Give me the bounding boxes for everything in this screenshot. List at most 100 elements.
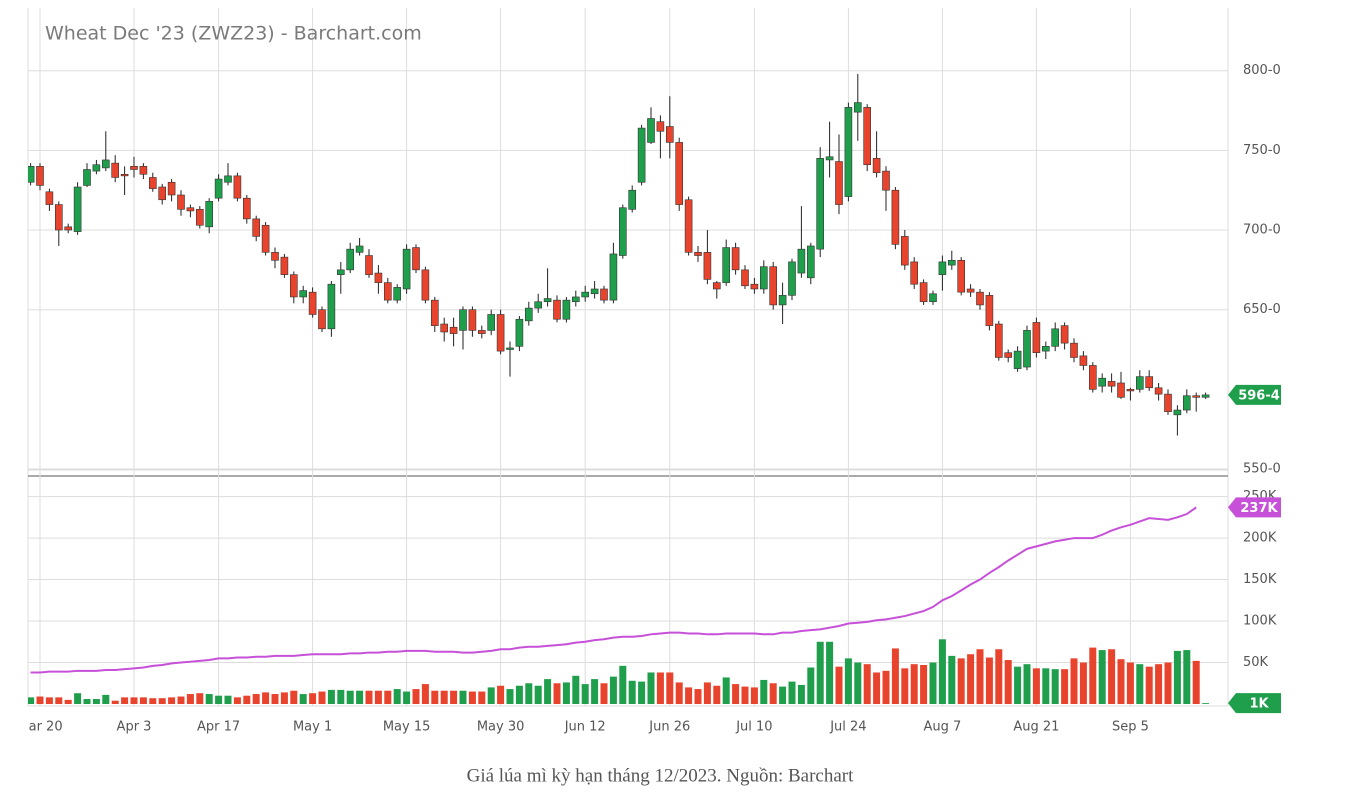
candle-body — [421, 269, 430, 301]
volume-bar — [487, 687, 495, 704]
volume-bar — [581, 684, 589, 704]
candle-body — [694, 252, 702, 256]
volume-bar — [1042, 668, 1050, 704]
volume-bar — [356, 690, 364, 704]
volume-bar — [55, 697, 63, 704]
candle-body — [637, 127, 646, 183]
candle-body — [393, 287, 402, 301]
candle-body — [1079, 355, 1088, 366]
volume-bar — [562, 682, 570, 704]
candle-body — [769, 266, 778, 306]
volume-bar — [64, 699, 72, 704]
volume-bar — [1117, 659, 1125, 704]
x-tick-label: May 30 — [477, 720, 525, 735]
volume-bar — [233, 697, 241, 704]
candle-body — [1042, 346, 1050, 352]
volume-bar — [1004, 660, 1012, 704]
candle-body — [590, 288, 599, 295]
candle-body — [562, 299, 571, 320]
volume-bar — [280, 692, 288, 704]
volume-bar — [205, 694, 213, 704]
candle-body — [1173, 409, 1182, 416]
candle-body — [459, 309, 467, 331]
candle-body — [985, 295, 994, 326]
candle-body — [741, 269, 749, 287]
y-tick-label: 750-0 — [1243, 143, 1281, 158]
volume-bar — [1183, 650, 1191, 704]
candle-body — [36, 166, 44, 186]
volume-bar — [544, 679, 552, 704]
candle-body — [158, 186, 166, 201]
y-tick-label: 100K — [1243, 614, 1277, 629]
x-tick-label: May 1 — [293, 720, 332, 735]
candle-body — [487, 314, 496, 331]
candle-body — [449, 326, 458, 334]
grid — [28, 8, 1228, 706]
volume-bar — [779, 686, 787, 704]
volume-bar — [139, 697, 147, 704]
volume-bar — [797, 684, 805, 704]
candle-body — [1145, 376, 1153, 389]
volume-bar — [920, 665, 928, 704]
open-interest-label: 237K — [1240, 501, 1278, 516]
volume-bar — [854, 662, 862, 704]
candle-body — [430, 299, 439, 326]
candle-body — [600, 288, 608, 301]
candle-body — [365, 255, 373, 275]
volume-bar — [788, 681, 796, 704]
candle-body — [524, 307, 533, 322]
candle-body — [553, 299, 561, 320]
volume-bar — [675, 682, 683, 704]
volume-bar — [1155, 664, 1163, 704]
volume-bar — [74, 693, 82, 704]
volume-bar — [1164, 662, 1172, 704]
candle-body — [289, 274, 298, 298]
candle-body — [929, 293, 937, 303]
candle-body — [919, 282, 928, 303]
volume-bar — [374, 690, 382, 704]
volume-bar — [327, 689, 335, 704]
volume-bar — [1014, 666, 1022, 704]
candle-body — [900, 236, 909, 266]
volume-bar — [985, 657, 993, 704]
x-tick-label: Apr 17 — [197, 720, 240, 735]
candle-body — [1164, 393, 1172, 412]
volume-bar — [309, 693, 317, 704]
candle-body — [1098, 377, 1106, 387]
candle-body — [196, 209, 204, 226]
volume-bar — [1061, 669, 1069, 704]
volume-bar — [393, 689, 401, 704]
candle-body — [327, 283, 336, 330]
candle-body — [54, 204, 63, 231]
volume-bar — [685, 687, 693, 704]
volume-bar — [1079, 662, 1087, 704]
candle-body — [722, 247, 731, 283]
candle-body — [224, 175, 232, 183]
candle-body — [788, 261, 796, 296]
candle-body — [280, 256, 289, 275]
volume-bar — [863, 664, 871, 704]
candle-body — [1060, 325, 1069, 344]
candle-body — [778, 295, 787, 306]
open-interest-line — [30, 506, 1197, 674]
x-tick-label: Mar 20 — [17, 720, 62, 735]
volume-bar — [600, 683, 608, 704]
candle-body — [1004, 352, 1013, 358]
candle-body — [684, 199, 693, 253]
volume-label: 1K — [1249, 697, 1269, 712]
y-tick-label: 800-0 — [1243, 63, 1281, 78]
candle-body — [139, 166, 148, 175]
volume-bar — [440, 690, 448, 704]
candle-body — [1070, 342, 1078, 358]
y-tick-label: 150K — [1243, 572, 1277, 587]
volume-bar — [638, 681, 646, 704]
y-tick-label: 200K — [1243, 531, 1277, 546]
volume-bar — [769, 683, 777, 704]
volume-bar — [1023, 664, 1031, 704]
candle-body — [346, 248, 355, 271]
candle-body — [712, 282, 721, 290]
plot-area: Mar 20 Apr 3 Apr 17 May 1 May 15 May 30 Jun 12… — [17, 73, 1210, 735]
candle-body — [1013, 350, 1022, 369]
candle-body — [28, 166, 35, 183]
candle-body — [882, 170, 890, 191]
